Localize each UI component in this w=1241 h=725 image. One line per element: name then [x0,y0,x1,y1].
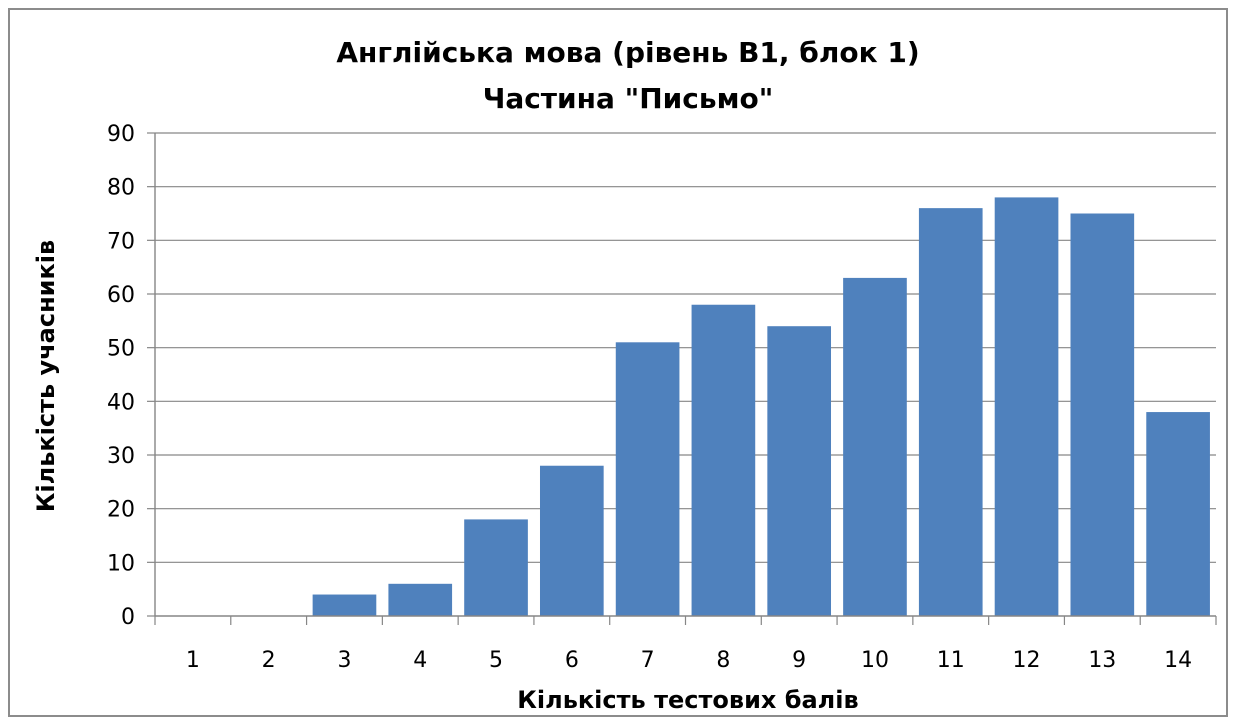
chart-title-line-2: Частина "Письмо" [483,82,774,115]
y-tick-label: 10 [107,551,135,576]
axes [147,132,1217,625]
bar [388,583,453,616]
y-tick-label: 50 [107,337,135,362]
bar [312,594,377,616]
x-tick-label: 10 [861,648,889,673]
x-tick-label: 11 [937,648,965,673]
y-tick-label: 20 [107,498,135,523]
y-tick-label: 70 [107,229,135,254]
x-tick-labels: 1 2 3 4 5 6 7 8 9 10 11 12 13 14 [186,648,1192,673]
y-tick-labels: 0 10 20 30 40 50 60 70 80 90 [107,122,135,630]
bars [312,197,1210,616]
x-tick-label: 9 [792,648,806,673]
x-tick-label: 2 [262,648,276,673]
bar [1070,213,1135,616]
bar [691,304,756,616]
bar [994,197,1059,616]
y-tick-label: 80 [107,176,135,201]
bar [615,342,680,616]
y-tick-label: 60 [107,283,135,308]
y-tick-label: 40 [107,390,135,415]
y-tick-label: 90 [107,122,135,147]
bar [539,465,604,616]
x-tick-label: 6 [565,648,579,673]
x-axis-title: Кількість тестових балів [517,686,858,714]
x-tick-label: 3 [337,648,351,673]
bar [464,519,528,616]
y-tick-label: 30 [107,444,135,469]
x-tick-label: 4 [413,648,427,673]
x-tick-label: 1 [186,648,200,673]
x-tick-label: 13 [1088,648,1116,673]
y-axis-title: Кількість учасників [32,240,60,512]
bar [918,208,983,616]
x-tick-label: 14 [1164,648,1192,673]
chart-title-line-1: Англійська мова (рівень B1, блок 1) [336,36,919,69]
x-tick-label: 12 [1013,648,1041,673]
x-tick-label: 5 [489,648,503,673]
bar [843,277,907,616]
x-tick-label: 8 [716,648,730,673]
y-tick-label: 0 [121,605,135,630]
bar [767,326,832,616]
bar [1146,412,1210,616]
x-tick-label: 7 [641,648,655,673]
